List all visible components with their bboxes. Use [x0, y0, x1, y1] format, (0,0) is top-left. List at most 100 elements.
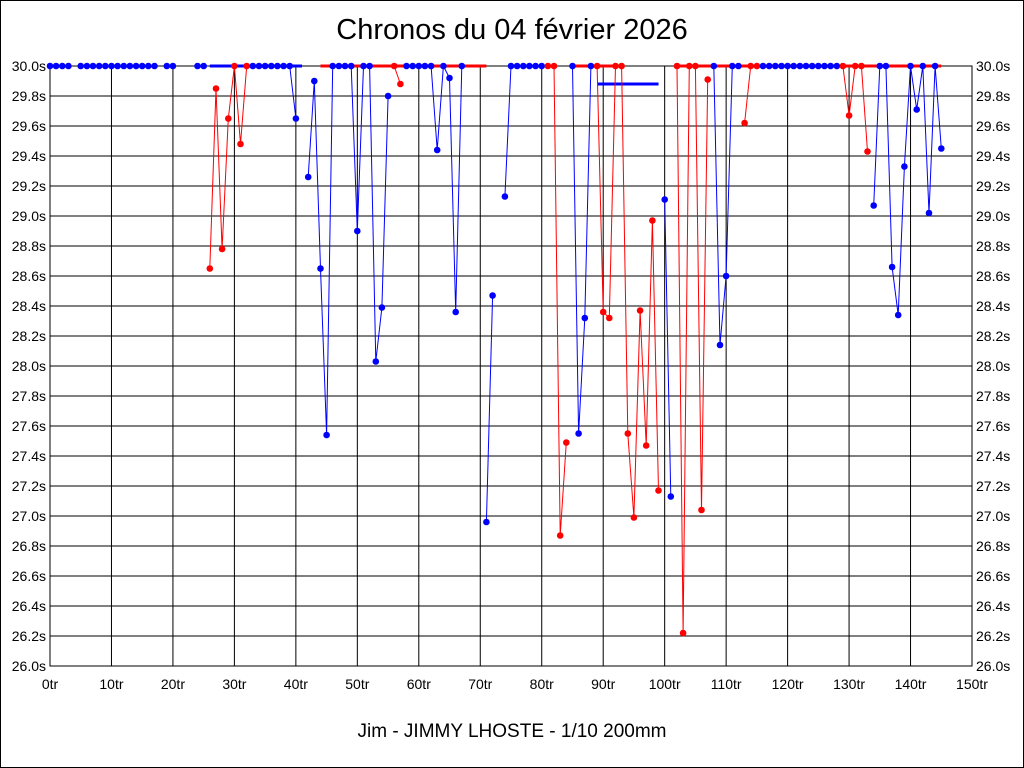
data-point-blue: [108, 62, 115, 70]
data-point-blue: [729, 62, 736, 70]
y-tick-label-right: 28.6s: [976, 268, 1010, 284]
data-point-blue: [194, 62, 201, 70]
data-point-blue: [95, 62, 103, 70]
data-point-red: [636, 307, 644, 314]
y-tick-label-left: 28.2s: [12, 328, 46, 344]
data-point-blue: [65, 62, 72, 70]
data-point-red: [655, 487, 662, 494]
y-tick-label-right: 29.4s: [976, 148, 1010, 164]
chart-title: Chronos du 04 février 2026: [336, 14, 688, 46]
data-point-blue: [163, 62, 171, 70]
y-tick-label-right: 26.4s: [976, 598, 1010, 614]
data-point-blue: [341, 62, 349, 70]
blue-5-line: [252, 65, 297, 119]
data-point-blue: [735, 62, 742, 70]
data-point-blue: [354, 227, 361, 235]
data-point-blue: [901, 163, 908, 170]
data-point-blue: [132, 62, 140, 70]
data-point-blue: [138, 62, 146, 70]
y-tick-label-left: 29.0s: [12, 208, 46, 224]
data-point-blue: [575, 430, 582, 437]
data-point-blue: [802, 62, 810, 70]
blue-14-line: [873, 65, 942, 316]
y-tick-label-left: 26.2s: [12, 628, 46, 644]
data-point-blue: [347, 62, 355, 70]
data-point-blue: [421, 62, 429, 70]
data-point-red: [243, 62, 250, 70]
data-point-blue: [286, 62, 294, 70]
y-tick-label-right: 29.6s: [976, 118, 1010, 134]
data-point-blue: [710, 62, 718, 70]
data-point-blue: [765, 62, 773, 70]
data-point-blue: [372, 358, 380, 365]
data-point-red: [599, 308, 607, 316]
x-tick-label: 110tr: [711, 676, 742, 692]
data-point-blue: [120, 62, 128, 70]
data-point-red: [692, 62, 699, 70]
x-tick-label: 70tr: [468, 676, 492, 692]
y-tick-label-right: 27.4s: [976, 448, 1010, 464]
y-tick-label-left: 27.6s: [12, 418, 46, 434]
data-point-red: [864, 148, 871, 155]
data-point-red: [544, 62, 552, 70]
data-point-blue: [888, 263, 896, 271]
x-tick-label: 100tr: [649, 676, 681, 692]
y-tick-label-right: 27.6s: [976, 418, 1010, 434]
data-point-blue: [876, 62, 884, 70]
data-point-blue: [772, 62, 779, 70]
data-point-blue: [415, 62, 423, 70]
data-point-blue: [532, 62, 539, 70]
x-tick-label: 20tr: [161, 676, 185, 692]
x-tick-label: 10tr: [99, 676, 123, 692]
data-point-blue: [378, 304, 386, 311]
data-point-blue: [52, 62, 60, 70]
data-point-red: [630, 514, 638, 521]
data-point-blue: [83, 62, 91, 70]
data-point-red: [642, 442, 650, 449]
data-point-red: [563, 439, 570, 446]
y-tick-label-left: 28.6s: [12, 268, 46, 284]
y-tick-label-right: 26.0s: [976, 658, 1010, 674]
data-point-blue: [452, 308, 460, 316]
data-point-blue: [778, 62, 785, 70]
data-point-red: [673, 62, 681, 70]
data-point-red: [225, 115, 232, 122]
data-point-blue: [329, 62, 337, 70]
data-point-red: [556, 532, 564, 539]
y-tick-label-left: 29.2s: [12, 178, 46, 194]
data-point-blue: [317, 265, 324, 272]
y-tick-label-left: 28.4s: [12, 298, 46, 314]
y-tick-label-left: 27.2s: [12, 478, 46, 494]
red-6-line: [744, 65, 757, 124]
blue-10-line: [572, 65, 592, 434]
data-point-red: [606, 314, 613, 322]
x-tick-label: 150tr: [956, 676, 988, 692]
x-tick-label: 50tr: [345, 676, 369, 692]
data-point-blue: [304, 173, 312, 181]
data-point-blue: [46, 62, 54, 70]
red-7-line: [842, 65, 868, 152]
data-point-red: [397, 80, 404, 88]
y-tick-label-left: 26.8s: [12, 538, 46, 554]
y-tick-label-right: 29.2s: [976, 178, 1010, 194]
data-point-blue: [280, 62, 287, 70]
y-tick-label-right: 29.8s: [976, 88, 1010, 104]
data-point-blue: [255, 62, 263, 70]
data-point-red: [218, 245, 226, 253]
data-point-blue: [526, 62, 533, 70]
data-point-red: [858, 62, 865, 70]
data-point-blue: [894, 311, 902, 319]
data-point-red: [686, 62, 693, 70]
data-point-blue: [716, 341, 724, 349]
y-tick-label-left: 30.0s: [12, 58, 46, 74]
red-4-line: [596, 65, 659, 518]
data-point-blue: [89, 62, 97, 70]
data-point-blue: [833, 62, 841, 70]
y-tick-label-right: 27.2s: [976, 478, 1010, 494]
blue-6-line: [307, 65, 389, 436]
y-tick-label-left: 27.8s: [12, 388, 46, 404]
data-point-blue: [815, 62, 822, 70]
data-point-blue: [323, 431, 330, 439]
